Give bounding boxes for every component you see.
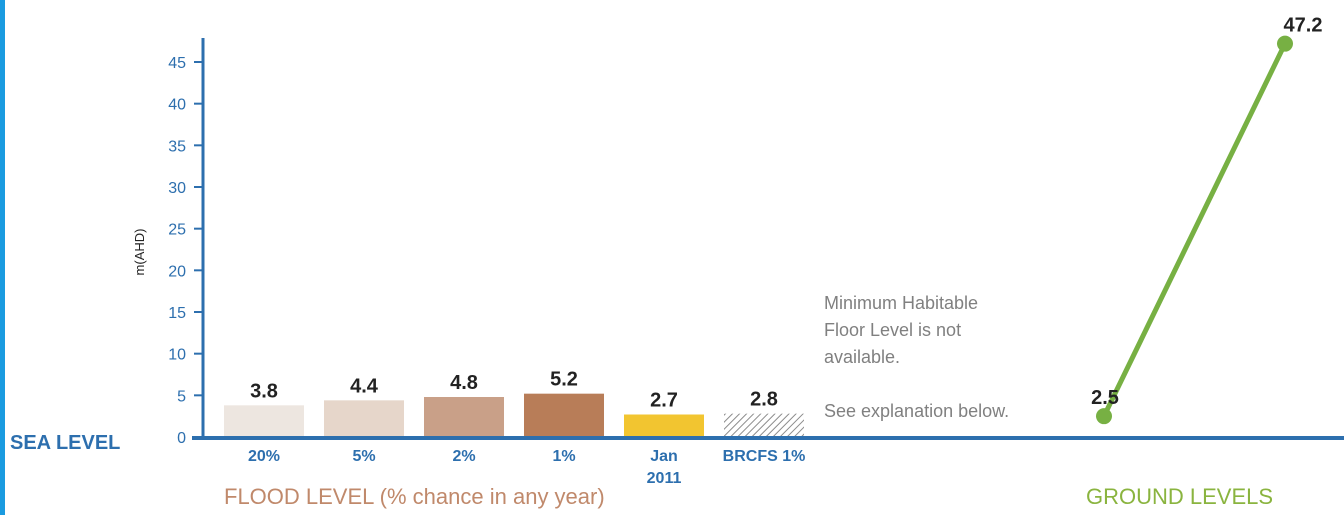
bar-value-label: 4.8 bbox=[450, 372, 478, 394]
category-label: Jan bbox=[650, 448, 678, 465]
bar-value-label: 2.7 bbox=[650, 390, 678, 412]
category-label: 5% bbox=[352, 448, 375, 465]
y-tick-label: 10 bbox=[168, 347, 186, 364]
flood-level-axis-title: FLOOD LEVEL (% chance in any year) bbox=[224, 484, 605, 509]
category-label: 20% bbox=[248, 448, 280, 465]
ground-levels-axis-title: GROUND LEVELS bbox=[1086, 484, 1274, 509]
y-tick-label: 35 bbox=[168, 138, 186, 155]
bar-value-label: 5.2 bbox=[550, 369, 578, 391]
y-tick-label: 20 bbox=[168, 263, 186, 280]
category-label: 2% bbox=[452, 448, 475, 465]
note-explanation-link-text: See explanation below. bbox=[824, 401, 1010, 421]
category-label: 1% bbox=[552, 448, 575, 465]
note-line: Floor Level is not bbox=[824, 320, 962, 340]
bar-5 bbox=[724, 413, 804, 437]
ground-level-value-label: 47.2 bbox=[1284, 15, 1323, 37]
note-line: available. bbox=[824, 347, 901, 367]
bar-0 bbox=[224, 405, 304, 437]
left-edge-strip bbox=[0, 0, 5, 515]
y-tick-label: 15 bbox=[168, 305, 186, 322]
category-label: 2011 bbox=[647, 470, 682, 487]
bar-1 bbox=[324, 400, 404, 437]
ground-level-point bbox=[1096, 408, 1112, 425]
y-tick-label: 25 bbox=[168, 222, 186, 239]
sea-level-label: SEA LEVEL bbox=[10, 432, 120, 454]
note-line: Minimum Habitable bbox=[824, 293, 979, 313]
bar-value-label: 2.8 bbox=[750, 389, 778, 411]
bar-value-label: 4.4 bbox=[350, 375, 379, 397]
ground-level-value-label: 2.5 bbox=[1091, 387, 1119, 409]
bar-3 bbox=[524, 393, 604, 437]
bar-4 bbox=[624, 414, 704, 437]
ground-level-point bbox=[1277, 35, 1293, 52]
bar-2 bbox=[424, 397, 504, 437]
y-tick-label: 30 bbox=[168, 180, 186, 197]
category-label: BRCFS 1% bbox=[723, 448, 806, 465]
y-axis-title: m(AHD) bbox=[132, 229, 147, 276]
bar-value-label: 3.8 bbox=[250, 380, 278, 402]
min-habitable-floor-note: Minimum Habitable Floor Level is not ava… bbox=[824, 290, 1084, 425]
y-tick-label: 0 bbox=[177, 430, 186, 447]
y-tick-label: 40 bbox=[168, 97, 186, 114]
ground-levels-line bbox=[1101, 41, 1288, 419]
y-tick-label: 5 bbox=[177, 388, 186, 405]
y-tick-label: 45 bbox=[168, 55, 186, 72]
